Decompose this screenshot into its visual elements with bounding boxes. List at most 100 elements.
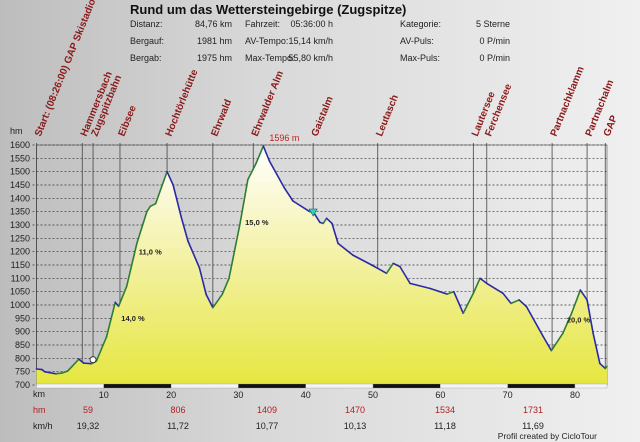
profile-segment	[462, 292, 475, 315]
grade-label: 20,0 %	[567, 315, 591, 324]
hm-value: 1731	[522, 405, 544, 415]
profile-segment	[262, 145, 271, 162]
y-tick-label: 1150	[11, 260, 30, 270]
profile-segment	[472, 277, 481, 295]
profile-segment	[82, 362, 93, 365]
x-axis-scale-segment	[36, 383, 104, 389]
x-tick-label: 40	[301, 390, 311, 400]
profile-segment	[479, 277, 488, 285]
waypoint-label: Ehrwald	[209, 98, 234, 138]
profile-segment	[570, 289, 582, 315]
profile-segment	[325, 217, 333, 225]
profile-segment	[149, 202, 157, 208]
stat-label: Fahrzeit:	[245, 19, 281, 29]
profile-segment	[550, 332, 564, 352]
profile-segment	[399, 265, 411, 285]
x-tick-label: 80	[570, 390, 580, 400]
waypoint-label: GAP	[602, 114, 620, 139]
profile-segment	[385, 262, 395, 275]
chart-title: Rund um das Wettersteingebirge (Zugspitz…	[130, 2, 407, 17]
profile-segment	[562, 312, 573, 335]
profile-segment	[180, 216, 189, 242]
waypoint-marker-icon	[89, 356, 97, 364]
y-tick-label: 950	[15, 313, 30, 323]
y-tick-label: 1350	[10, 207, 30, 217]
profile-segment	[429, 287, 448, 295]
x-axis-scale-segment	[305, 383, 374, 389]
kmh-value: 11,18	[434, 421, 456, 431]
stat-value: 1981 hm	[196, 36, 232, 46]
x-axis-scale-segment	[103, 383, 172, 389]
x-axis-scale-segment	[238, 383, 306, 389]
profile-segment	[337, 242, 354, 256]
profile-segment	[61, 370, 69, 374]
waypoint-marker-icon	[308, 208, 318, 217]
profile-segment	[331, 222, 339, 245]
profile-segment	[453, 290, 465, 315]
stat-value: 0 P/min	[479, 53, 510, 63]
y-tick-label: 850	[15, 340, 30, 350]
grade-label: 14,0 %	[121, 314, 145, 323]
profile-segment	[292, 200, 311, 213]
max-elevation-label: 1596 m	[269, 133, 299, 143]
profile-segment	[146, 205, 152, 213]
profile-segment	[409, 282, 432, 290]
profile-segment	[198, 266, 207, 296]
y-tick-label: 1100	[11, 273, 30, 283]
waypoint-label: Leutasch	[374, 93, 401, 138]
y-tick-label: 700	[15, 380, 30, 390]
stat-value: 15,14 km/h	[288, 36, 333, 46]
profile-segment	[71, 358, 80, 368]
hm-value: 1409	[256, 405, 278, 415]
profile-segment	[105, 301, 117, 338]
y-tick-label: 1500	[10, 167, 30, 177]
km-row-label: km	[33, 389, 45, 399]
waypoint-label: Ehrwalder Alm	[250, 69, 286, 138]
y-tick-label: 1400	[10, 193, 30, 203]
waypoint-label: Gaistalm	[310, 95, 336, 138]
profile-segment	[579, 289, 588, 301]
profile-segment	[135, 210, 148, 245]
y-tick-label: 1200	[10, 247, 30, 257]
y-tick-label: 1550	[10, 153, 30, 163]
profile-segment	[370, 264, 388, 275]
profile-segment	[221, 277, 230, 296]
stat-value: 1975 hm	[196, 53, 232, 63]
x-tick-label: 70	[503, 390, 513, 400]
stat-value: 05:36:00 h	[290, 19, 333, 29]
stat-label: AV-Puls:	[400, 36, 434, 46]
waypoint-label: Hochtörlehütte	[164, 68, 201, 138]
hm-value: 806	[170, 405, 186, 415]
stat-value: 55,80 km/h	[288, 53, 333, 63]
profile-segment	[228, 224, 241, 280]
y-tick-label: 1000	[10, 300, 30, 310]
stat-label: AV-Tempo:	[245, 36, 289, 46]
profile-segment	[35, 368, 43, 371]
profile-segment	[542, 335, 553, 352]
profile-segment	[392, 262, 401, 268]
profile-segment	[154, 170, 168, 205]
y-tick-label: 1600	[10, 140, 30, 150]
profile-segment	[586, 299, 594, 335]
y-tick-label: 1050	[10, 287, 30, 297]
profile-segment	[187, 240, 201, 269]
profile-segment	[525, 305, 545, 338]
kmh-value: 11,72	[167, 421, 189, 431]
kmh-row-label: km/h	[33, 421, 53, 431]
kmh-value: 10,77	[255, 421, 279, 431]
x-tick-label: 30	[233, 390, 243, 400]
profile-segment	[172, 184, 183, 218]
stat-label: Max-Tempo:	[245, 53, 295, 63]
y-tick-label: 1300	[10, 220, 30, 230]
profile-segment	[66, 365, 73, 372]
y-tick-label: 800	[15, 353, 30, 363]
grade-label: 11,0 %	[139, 247, 162, 256]
x-tick-label: 20	[166, 390, 176, 400]
x-tick-label: 50	[368, 390, 378, 400]
hm-row-label: hm	[33, 405, 46, 415]
stat-label: Kategorie:	[400, 19, 442, 29]
profile-segment	[322, 217, 328, 225]
hm-value: 59	[82, 405, 93, 415]
profile-segment	[485, 282, 504, 295]
waypoint-label: Eibsee	[117, 104, 139, 138]
